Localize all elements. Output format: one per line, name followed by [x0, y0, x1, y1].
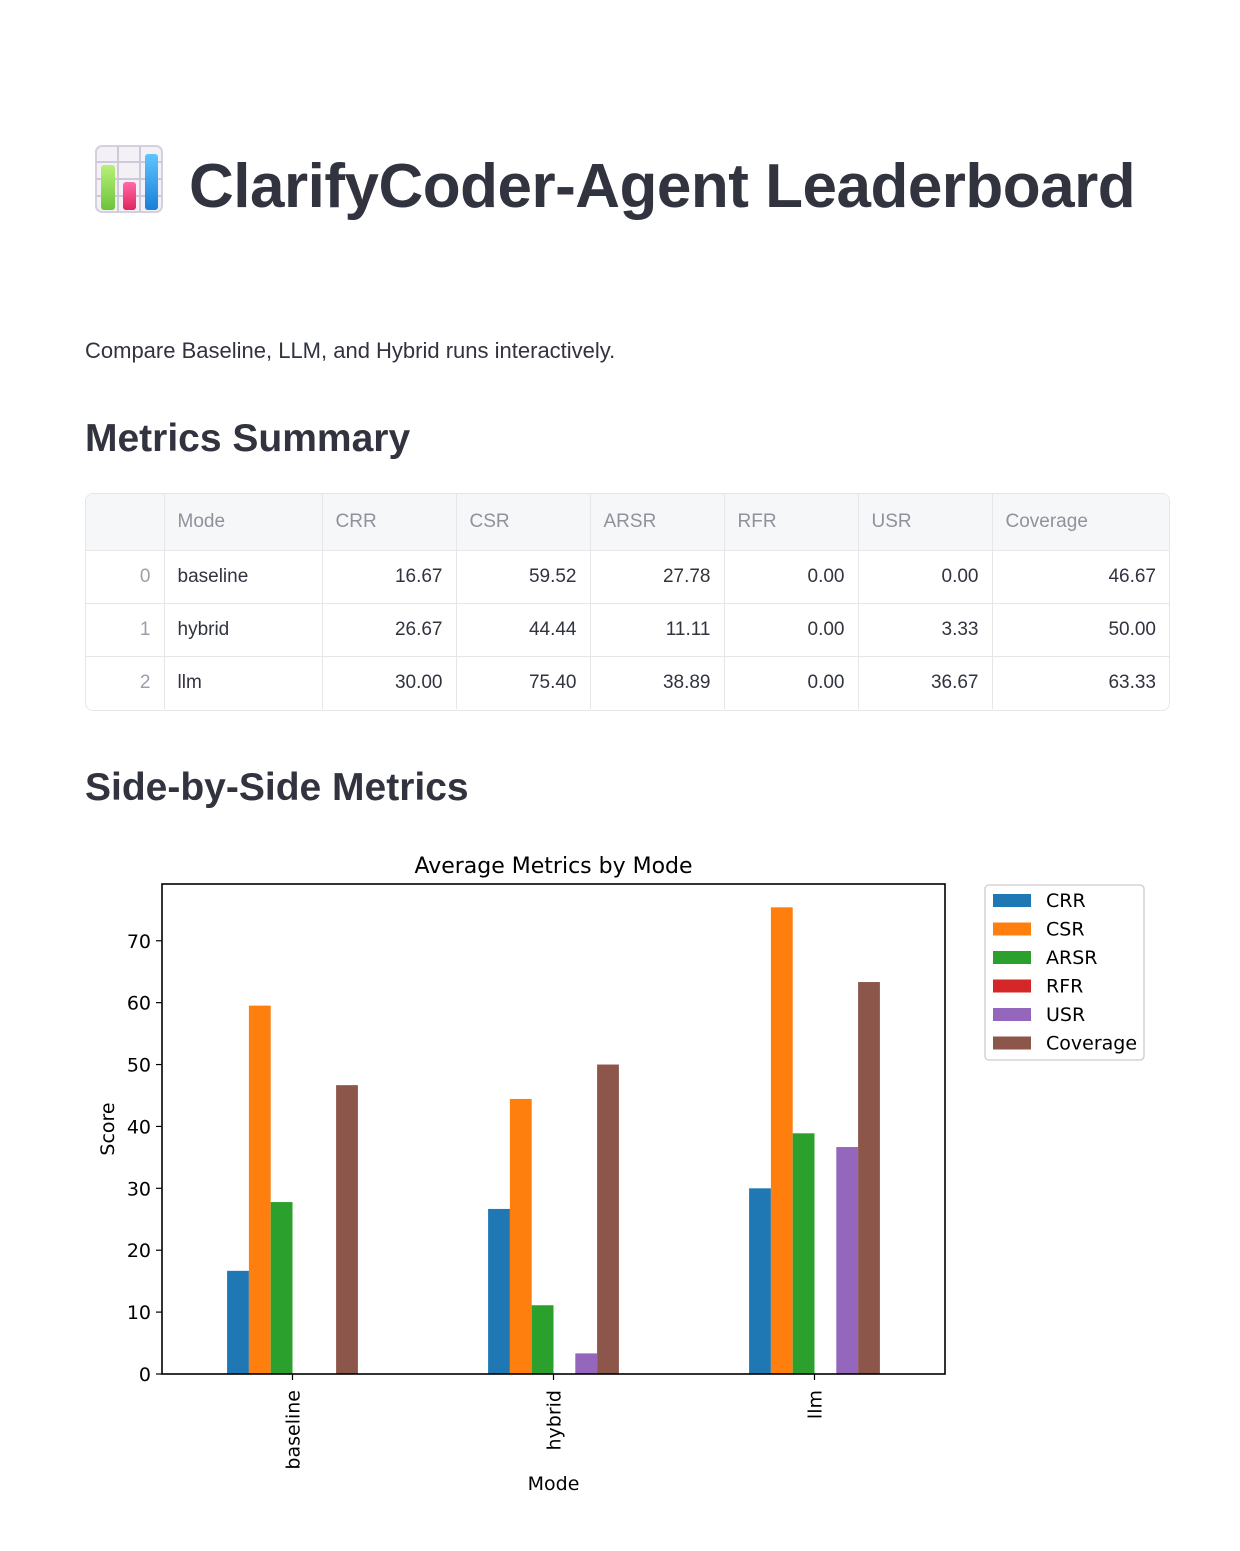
column-header-crr[interactable]: CRR: [322, 494, 457, 551]
bar-coverage-llm: [858, 982, 880, 1374]
side-by-side-heading: Side-by-Side Metrics: [85, 766, 469, 809]
table-header-row: Mode CRR CSR ARSR RFR USR Coverage: [86, 494, 1169, 551]
bar-crr-hybrid: [488, 1208, 510, 1374]
cell-arsr[interactable]: 38.89: [590, 656, 725, 709]
legend-label-coverage: Coverage: [1046, 1033, 1137, 1055]
cell-arsr[interactable]: 27.78: [590, 550, 725, 604]
cell-coverage[interactable]: 50.00: [992, 603, 1169, 657]
page-title-text: ClarifyCoder-Agent Leaderboard: [189, 152, 1136, 221]
cell-coverage[interactable]: 46.67: [992, 550, 1169, 604]
column-header-coverage[interactable]: Coverage: [992, 494, 1169, 551]
y-tick-label: 50: [127, 1055, 151, 1077]
metrics-table[interactable]: Mode CRR CSR ARSR RFR USR Coverage 0 bas…: [85, 493, 1170, 711]
cell-coverage[interactable]: 63.33: [1108, 671, 1156, 693]
column-header-csr[interactable]: CSR: [456, 494, 591, 551]
bar-crr-baseline: [227, 1270, 249, 1374]
legend-label-crr: CRR: [1046, 890, 1086, 912]
y-tick-label: 0: [139, 1364, 151, 1386]
chart-title: Average Metrics by Mode: [414, 854, 692, 879]
table-row: 1 hybrid 26.67 44.44 11.11 0.00 3.33 50.…: [86, 603, 1169, 657]
legend-label-rfr: RFR: [1046, 976, 1083, 998]
legend-swatch-usr: [993, 1008, 1031, 1021]
legend-swatch-arsr: [993, 951, 1031, 964]
cell-crr[interactable]: 16.67: [322, 550, 457, 604]
x-tick-label: llm: [805, 1390, 827, 1419]
y-tick-label: 70: [127, 931, 151, 953]
cell-rfr[interactable]: 0.00: [724, 603, 859, 657]
y-tick-label: 40: [127, 1116, 151, 1138]
cell-crr[interactable]: 30.00: [322, 656, 457, 709]
legend-label-arsr: ARSR: [1046, 947, 1097, 969]
cell-arsr[interactable]: 11.11: [590, 603, 725, 657]
bar-arsr-llm: [792, 1133, 815, 1374]
bar-usr-hybrid: [575, 1353, 598, 1374]
legend-label-csr: CSR: [1046, 919, 1085, 941]
row-index: 2: [86, 656, 165, 709]
cell-mode[interactable]: hybrid: [164, 603, 323, 657]
cell-crr[interactable]: 26.67: [322, 603, 457, 657]
y-axis-label: Score: [97, 1102, 119, 1155]
bar-csr-llm: [770, 907, 793, 1374]
cell-mode[interactable]: baseline: [164, 550, 323, 604]
metrics-summary-heading: Metrics Summary: [85, 417, 411, 460]
column-header-usr[interactable]: USR: [858, 494, 993, 551]
bar-arsr-baseline: [270, 1202, 293, 1374]
column-header-index[interactable]: [86, 494, 165, 551]
y-tick-label: 60: [127, 993, 151, 1015]
title-block: ClarifyCoder-Agent Leaderboard: [85, 145, 1169, 228]
legend-swatch-coverage: [993, 1036, 1031, 1050]
bar-chart-icon: [95, 145, 163, 213]
bar-arsr-hybrid: [531, 1305, 554, 1374]
page-caption: Compare Baseline, LLM, and Hybrid runs i…: [85, 338, 616, 363]
bar-usr-llm: [836, 1147, 859, 1374]
bar-csr-hybrid: [509, 1098, 532, 1374]
column-header-arsr[interactable]: ARSR: [590, 494, 725, 551]
cell-rfr[interactable]: 0.00: [724, 550, 859, 604]
y-tick-label: 10: [127, 1302, 151, 1324]
row-index: 0: [86, 550, 165, 604]
cell-csr[interactable]: 59.52: [456, 550, 591, 604]
legend-label-usr: USR: [1046, 1004, 1085, 1026]
legend-swatch-csr: [993, 922, 1031, 936]
cell-usr[interactable]: 0.00: [858, 550, 993, 604]
page-title: ClarifyCoder-Agent Leaderboard: [85, 145, 1169, 228]
x-tick-label: baseline: [283, 1390, 305, 1470]
row-index: 1: [86, 603, 165, 657]
cell-usr[interactable]: 3.33: [858, 603, 993, 657]
table-row: 0 baseline 16.67 59.52 27.78 0.00 0.00 4…: [86, 550, 1169, 604]
cell-mode[interactable]: llm: [164, 656, 323, 709]
cell-csr[interactable]: 75.40: [456, 656, 591, 709]
table-row: 2 llm 30.00 75.40 38.89 0.00 36.67 63.33: [86, 656, 1169, 709]
y-tick-label: 30: [127, 1178, 151, 1200]
cell-rfr[interactable]: 0.00: [724, 656, 859, 709]
y-tick-label: 20: [127, 1240, 151, 1262]
cell-csr[interactable]: 44.44: [456, 603, 591, 657]
bar-coverage-hybrid: [597, 1064, 619, 1374]
x-axis-label: Mode: [528, 1473, 580, 1495]
plot-frame: [161, 883, 946, 1375]
bar-crr-llm: [749, 1188, 771, 1374]
metrics-bar-chart: baseline hybrid llm 0 10 20 30 40 50 60 70 Average …: [97, 854, 1145, 1495]
cell-usr[interactable]: 36.67: [858, 656, 993, 709]
legend-swatch-crr: [993, 894, 1031, 907]
column-header-mode[interactable]: Mode: [164, 494, 323, 551]
legend-swatch-rfr: [993, 979, 1031, 993]
x-tick-label: hybrid: [544, 1390, 566, 1451]
bar-csr-baseline: [248, 1005, 271, 1374]
bar-coverage-baseline: [336, 1085, 358, 1374]
column-header-rfr[interactable]: RFR: [724, 494, 859, 551]
